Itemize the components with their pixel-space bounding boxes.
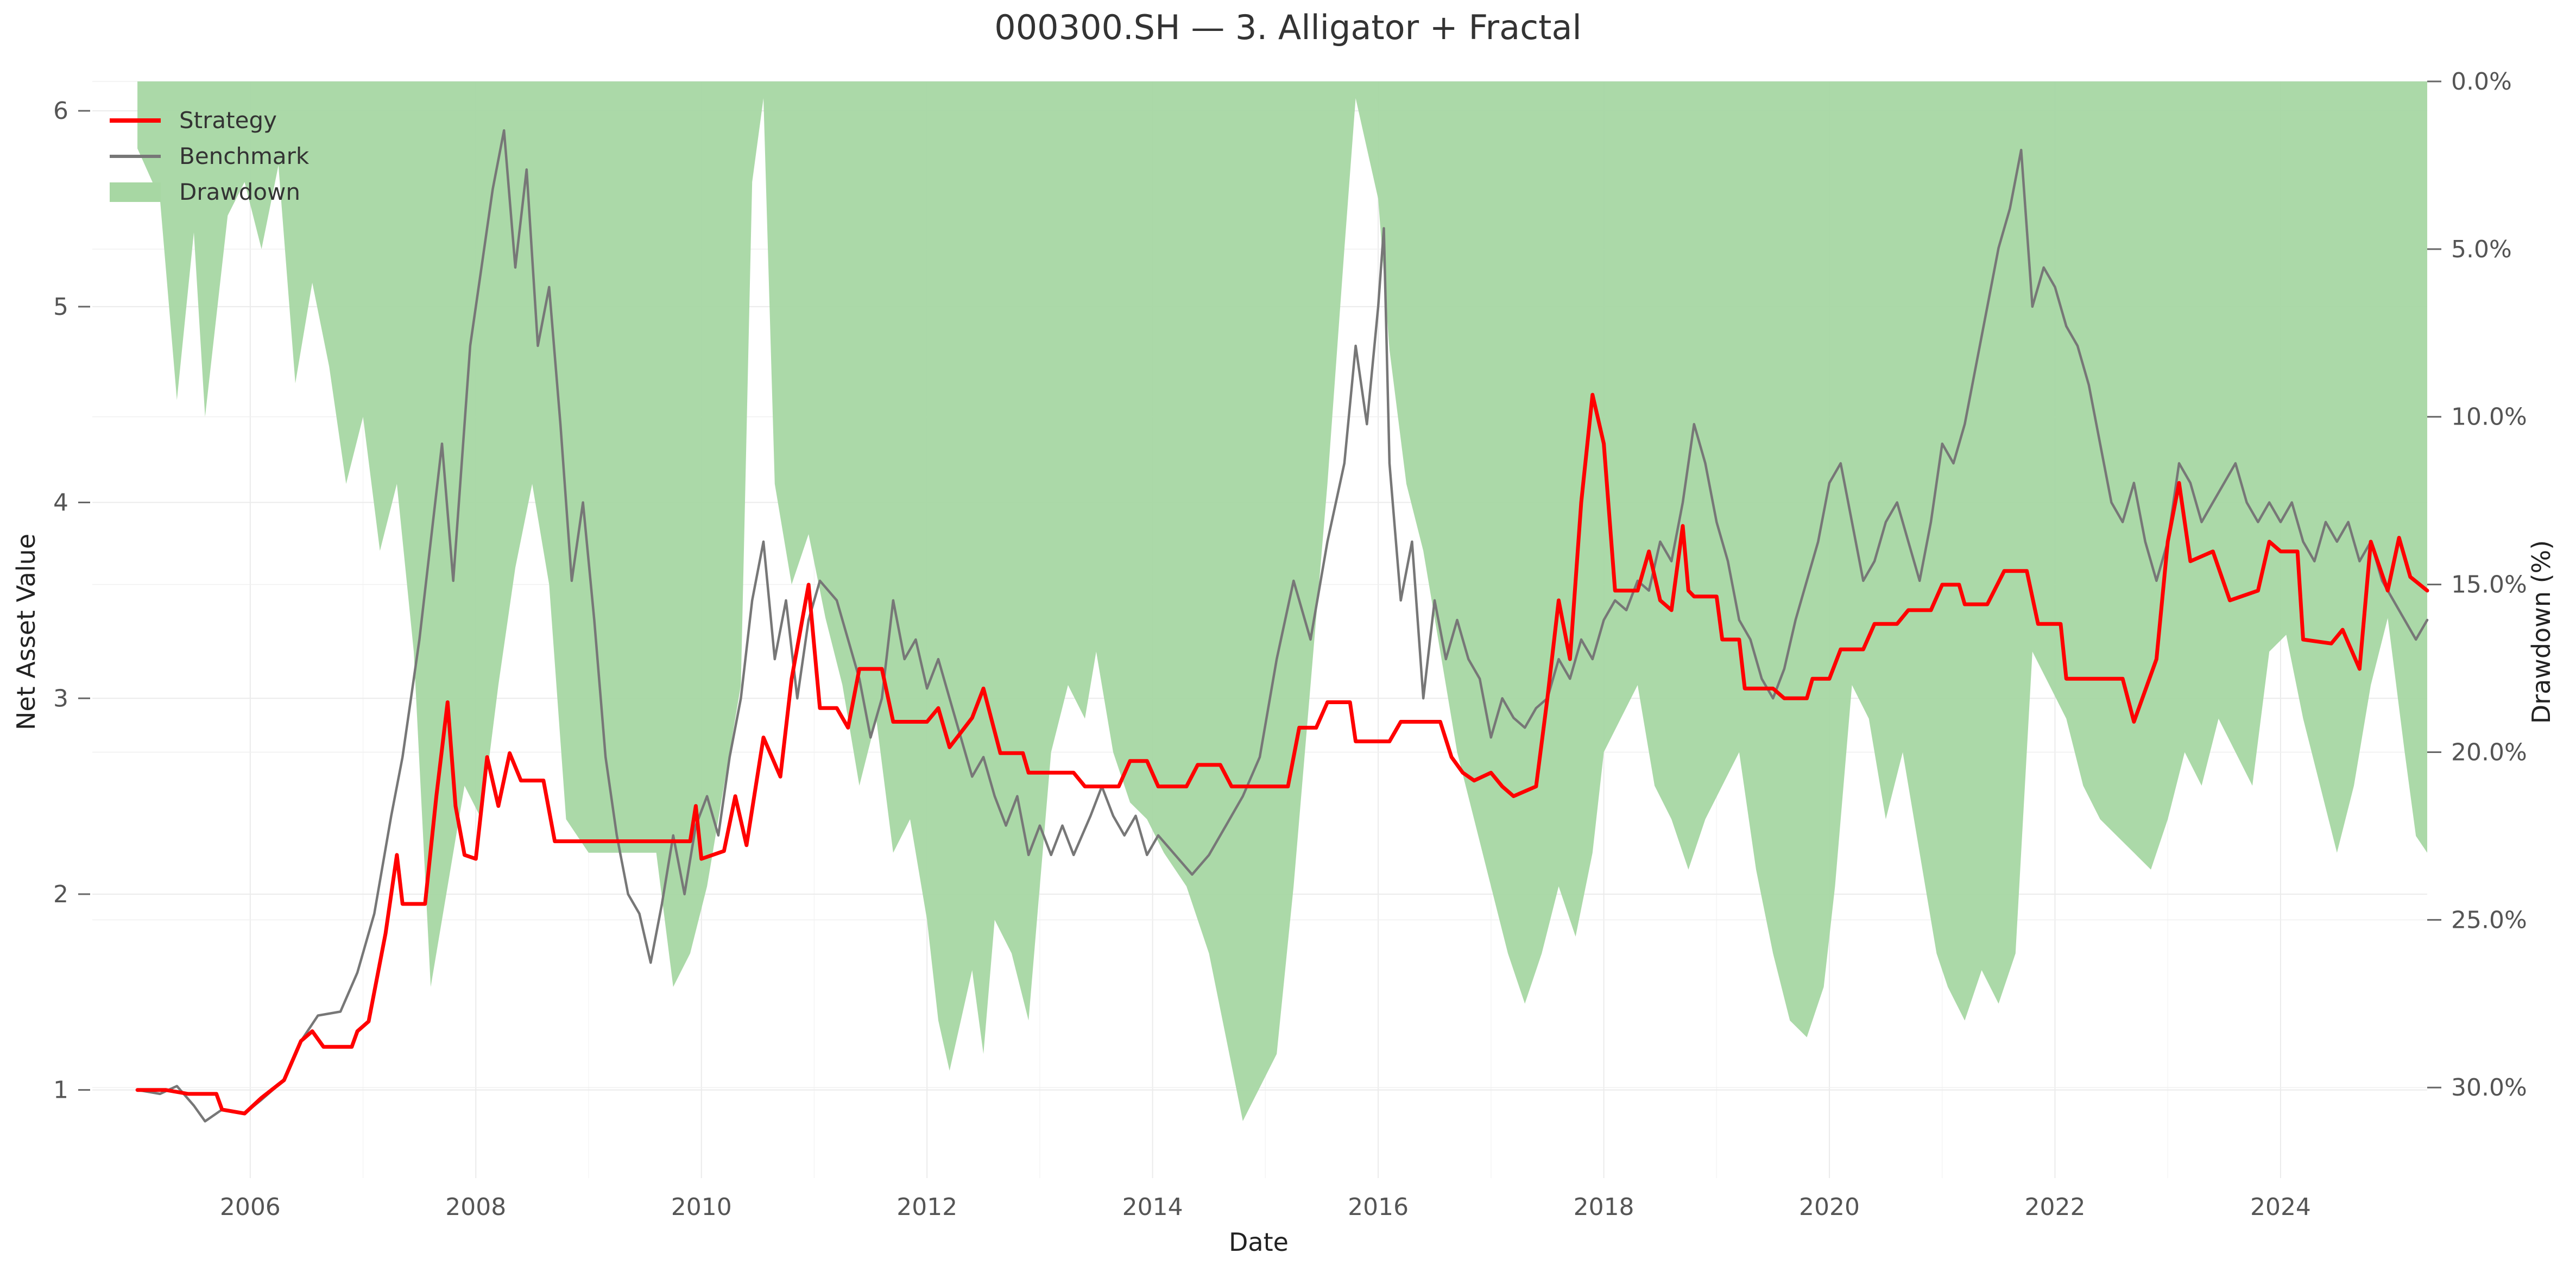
- benchmark-line: [136, 129, 2429, 1123]
- y-tick-label: 4: [53, 489, 68, 517]
- strategy-line: [135, 393, 2429, 1116]
- legend-drawdown-swatch: [110, 182, 161, 202]
- x-tick-label: 2008: [445, 1193, 506, 1221]
- y-tick-label: 5: [53, 293, 68, 321]
- x-tick-label: 2014: [1122, 1193, 1183, 1221]
- x-tick-label: 2018: [1574, 1193, 1634, 1221]
- y-tick-label: 2: [53, 881, 68, 908]
- y2-tick-label: 15.0%: [2451, 571, 2527, 599]
- x-tick-label: 2022: [2025, 1193, 2086, 1221]
- axis-layer: 2006 2008 2010 2012 2014 2016 2018 2020 2022 2024…: [53, 68, 2527, 1221]
- y2-axis-title: Drawdown (%): [2527, 540, 2556, 724]
- legend: Strategy Benchmark Drawdown: [110, 107, 310, 205]
- y2-tick-label: 5.0%: [2451, 236, 2512, 263]
- x-tick-label: 2006: [220, 1193, 281, 1221]
- legend-benchmark-label: Benchmark: [179, 143, 310, 169]
- x-tick-label: 2016: [1348, 1193, 1409, 1221]
- chart-title: 000300.SH — 3. Alligator + Fractal: [994, 8, 1581, 47]
- y2-tick-label: 30.0%: [2451, 1074, 2527, 1102]
- drawdown-area: [137, 81, 2427, 1121]
- y-tick-label: 1: [53, 1077, 68, 1104]
- x-tick-label: 2024: [2250, 1193, 2311, 1221]
- y2-tick-label: 0.0%: [2451, 68, 2512, 96]
- y-tick-label: 3: [53, 685, 68, 712]
- x-tick-label: 2012: [896, 1193, 957, 1221]
- y-tick-label: 6: [53, 97, 68, 125]
- legend-strategy-label: Strategy: [179, 107, 277, 134]
- y2-tick-label: 10.0%: [2451, 403, 2527, 431]
- y2-tick-label: 20.0%: [2451, 738, 2527, 766]
- drawdown-layer: [137, 81, 2427, 1121]
- series-layer: [135, 129, 2429, 1123]
- x-tick-label: 2010: [671, 1193, 732, 1221]
- y-axis-title: Net Asset Value: [11, 534, 41, 730]
- legend-drawdown-label: Drawdown: [179, 179, 300, 205]
- x-tick-label: 2020: [1799, 1193, 1860, 1221]
- y2-tick-label: 25.0%: [2451, 906, 2527, 934]
- x-axis-title: Date: [1229, 1227, 1289, 1257]
